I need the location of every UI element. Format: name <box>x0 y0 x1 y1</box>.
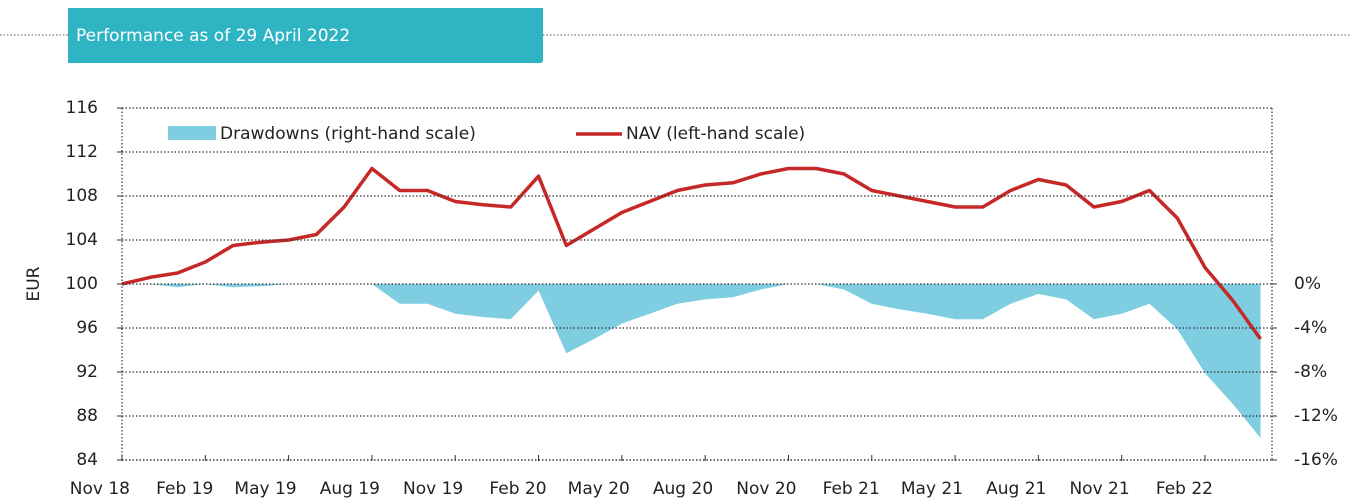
x-tick-label: May 21 <box>901 479 963 499</box>
y-tick-label: 116 <box>66 98 98 118</box>
x-tick-label: Aug 21 <box>986 479 1046 499</box>
y-tick-label: 108 <box>66 186 98 206</box>
x-tick-label: Nov 18 <box>70 479 130 499</box>
y-tick-label: 96 <box>76 318 98 338</box>
x-tick-label: Nov 20 <box>736 479 796 499</box>
y-tick-label: 88 <box>76 406 98 426</box>
y-tick-label: 92 <box>76 362 98 382</box>
x-tick-label: Feb 20 <box>489 479 546 499</box>
x-tick-label: Aug 19 <box>320 479 380 499</box>
y2-tick-label: 0% <box>1294 274 1321 294</box>
y-tick-label: 104 <box>66 230 98 250</box>
y2-tick-label: -8% <box>1294 362 1327 382</box>
x-tick-label: May 20 <box>568 479 630 499</box>
legend-swatch <box>168 126 216 140</box>
y-tick-label: 84 <box>76 450 98 470</box>
y2-tick-label: -4% <box>1294 318 1327 338</box>
drawdown-area <box>122 284 1261 438</box>
header-title: Performance as of 29 April 2022 <box>76 26 350 46</box>
y-axis-label: EUR <box>24 266 44 301</box>
x-tick-label: Feb 19 <box>156 479 213 499</box>
header-tab <box>68 8 543 63</box>
legend-label: NAV (left-hand scale) <box>626 124 805 144</box>
y-tick-label: 112 <box>66 142 98 162</box>
legend-label: Drawdowns (right-hand scale) <box>220 124 476 144</box>
y2-tick-label: -12% <box>1294 406 1338 426</box>
y2-tick-label: -16% <box>1294 450 1338 470</box>
x-tick-label: Nov 19 <box>403 479 463 499</box>
x-tick-label: Feb 21 <box>823 479 880 499</box>
nav-line <box>121 166 1262 341</box>
x-tick-label: Feb 22 <box>1156 479 1213 499</box>
x-tick-label: May 19 <box>234 479 296 499</box>
x-tick-label: Aug 20 <box>653 479 713 499</box>
x-tick-label: Nov 21 <box>1069 479 1129 499</box>
y-tick-label: 100 <box>66 274 98 294</box>
